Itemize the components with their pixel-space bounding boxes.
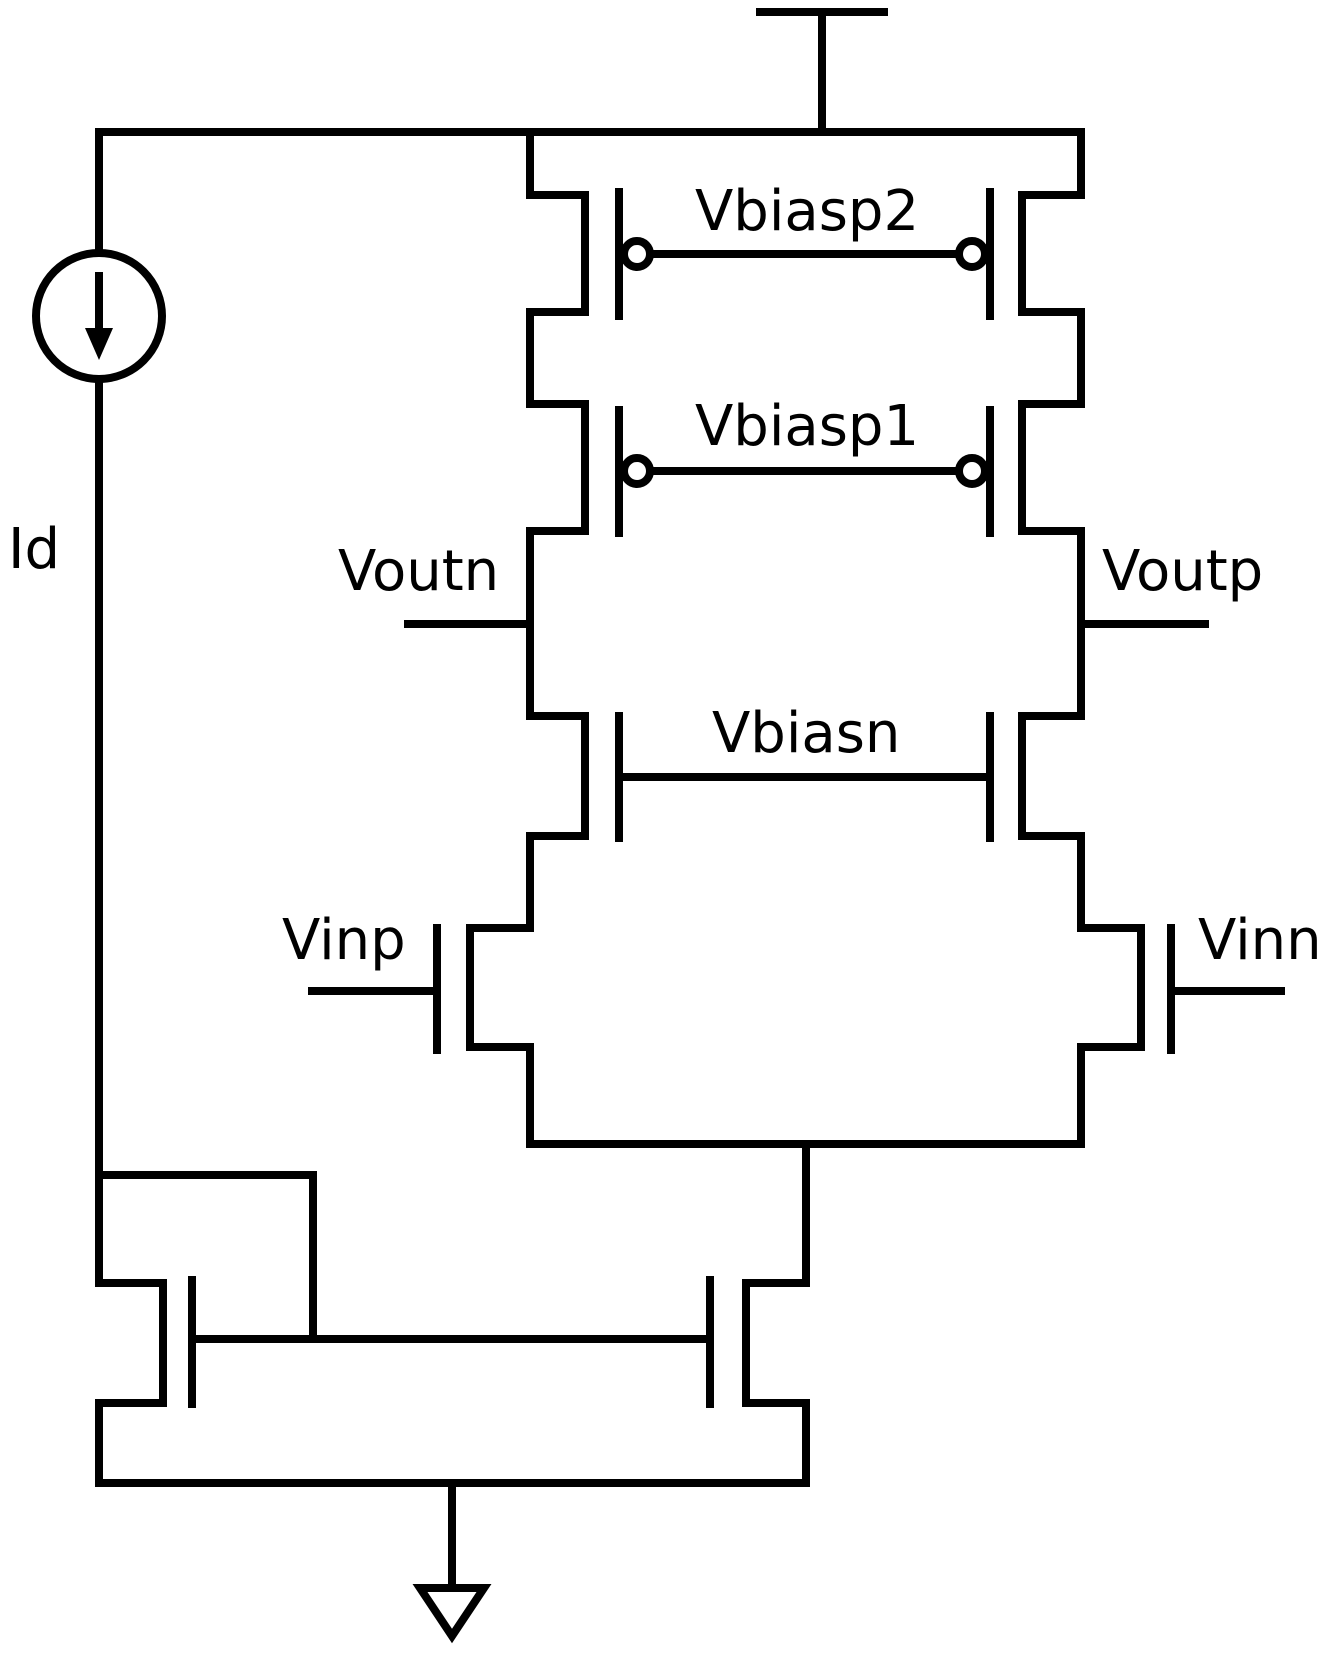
label-vinn: Vinn	[1198, 908, 1322, 973]
vdd-supply	[756, 8, 888, 136]
tail-current-wire	[742, 1140, 810, 1287]
current-source-id	[32, 249, 166, 383]
label-vbiasp1: Vbiasp1	[695, 394, 919, 459]
input-transistor-vinp	[308, 924, 441, 1054]
pmos-pair-vbiasp2	[615, 188, 994, 320]
right-branch-wires	[1018, 128, 1209, 1148]
label-voutn: Voutn	[338, 539, 499, 604]
pmos-pair-vbiasp1	[615, 406, 994, 537]
nmos-current-mirror	[95, 1171, 810, 1487]
label-id: Id	[8, 517, 60, 582]
label-vinp: Vinp	[282, 908, 406, 973]
label-vbiasn: Vbiasn	[712, 701, 900, 766]
label-vbiasp2: Vbiasp2	[695, 179, 919, 244]
left-branch-wires	[404, 128, 589, 1148]
input-transistor-vinn	[1167, 924, 1285, 1054]
ground-symbol	[412, 1479, 492, 1644]
label-voutp: Voutp	[1102, 539, 1263, 604]
nmos-pair-vbiasn	[615, 712, 994, 842]
